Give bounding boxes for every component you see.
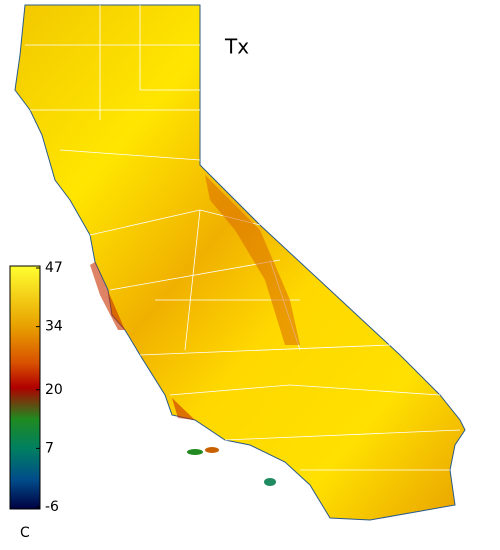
map-title: Tx [224,35,249,59]
cool-coast [90,262,195,420]
island [264,478,276,486]
colorbar-bar [9,265,41,510]
california [14,4,466,521]
colorbar [9,265,41,510]
island [187,449,203,455]
colorbar-tick-label: 34 [45,319,63,335]
hot-ridge [205,175,300,345]
county-lines [25,5,461,471]
colorbar-tick-label: 20 [45,382,63,398]
colorbar-tick-label: -6 [45,499,59,515]
colorbar-unit: C [20,525,30,541]
colorbar-tick-label: 7 [45,440,54,456]
colorbar-tick-label: 47 [45,260,63,276]
island [205,447,219,453]
